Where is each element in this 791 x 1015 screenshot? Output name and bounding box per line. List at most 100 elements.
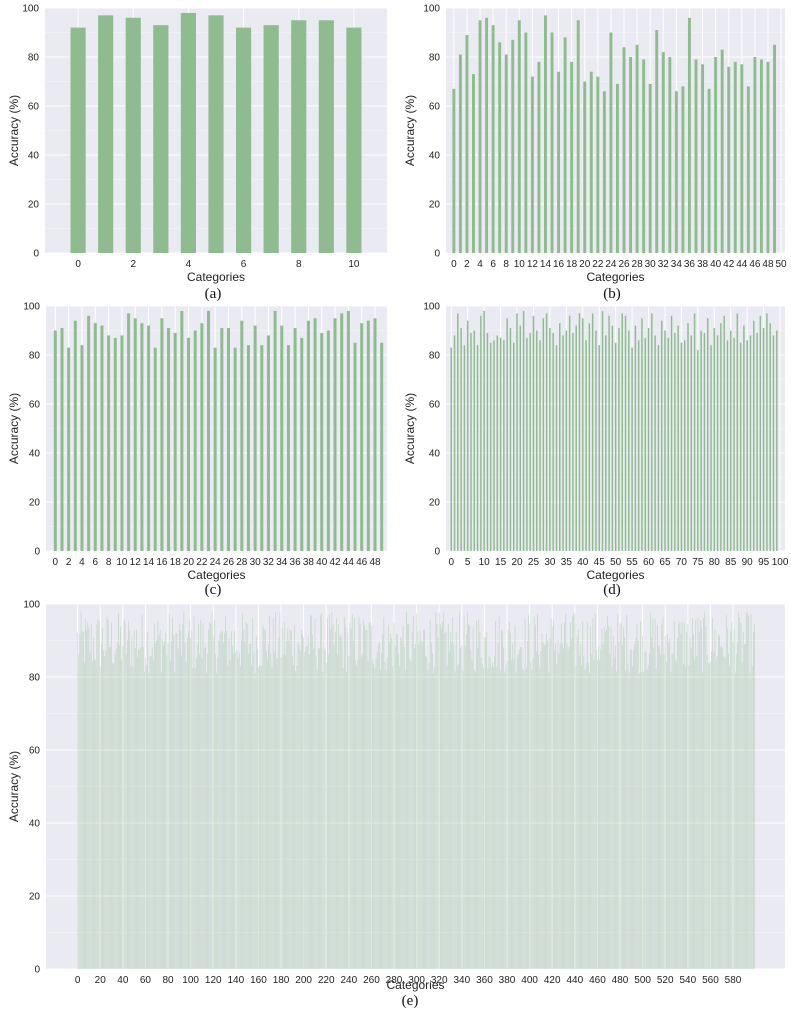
bar	[211, 611, 213, 969]
bar	[573, 613, 575, 969]
bar	[486, 632, 488, 969]
bar	[608, 315, 610, 551]
bar	[746, 86, 750, 254]
bar	[107, 619, 109, 969]
bar	[233, 653, 234, 969]
bar	[180, 12, 197, 254]
bar	[329, 614, 330, 969]
bar	[690, 335, 693, 551]
x-tick-label: 18	[170, 557, 182, 568]
bar	[527, 640, 528, 969]
bar	[237, 658, 239, 969]
bar	[520, 647, 521, 969]
y-tick-label: 20	[28, 200, 40, 211]
bar	[569, 622, 571, 969]
chart-panel: 0 20 40 60 80 100 0 20 40 60 80 100 120 140 160 180 200 2…	[7, 600, 785, 1009]
x-tick-label: 24	[605, 259, 617, 270]
bar	[478, 20, 482, 253]
bar	[79, 634, 81, 969]
bar	[643, 671, 645, 969]
bar	[668, 642, 669, 969]
bar	[449, 651, 450, 969]
bar	[319, 648, 320, 969]
bar	[749, 672, 751, 969]
bar	[428, 663, 430, 969]
y-tick-label: 40	[429, 151, 441, 162]
bar	[740, 64, 744, 253]
bar	[762, 328, 765, 551]
y-axis-label: Accuracy (%)	[7, 393, 21, 464]
bar	[625, 670, 627, 969]
bar	[674, 332, 676, 551]
bar	[272, 618, 274, 969]
bar	[716, 335, 719, 551]
bar	[746, 340, 748, 551]
bar	[351, 614, 353, 969]
bar	[595, 330, 597, 551]
bar	[736, 313, 739, 551]
x-tick-label: 48	[762, 259, 774, 270]
bar	[558, 653, 560, 969]
bar	[308, 653, 310, 969]
y-tick-label: 60	[29, 746, 41, 757]
bar	[729, 666, 730, 969]
bar	[253, 651, 255, 969]
bar	[741, 662, 743, 969]
bar	[714, 629, 716, 969]
bar	[703, 332, 706, 551]
bar	[85, 618, 86, 969]
x-tick-label: 28	[632, 259, 644, 270]
bar	[574, 613, 576, 969]
bar	[496, 666, 498, 969]
bar	[577, 629, 579, 969]
bar	[594, 613, 596, 969]
bar	[113, 663, 115, 969]
bar	[572, 332, 574, 551]
bar	[523, 670, 525, 969]
bar	[340, 313, 344, 551]
bar	[645, 652, 647, 969]
y-tick-label: 40	[429, 449, 441, 460]
bar	[172, 617, 173, 969]
bar	[467, 612, 468, 969]
bar	[488, 656, 490, 969]
bar	[360, 323, 364, 551]
bar	[512, 643, 514, 969]
bar	[437, 636, 439, 969]
bar	[530, 76, 534, 253]
bar	[409, 658, 411, 969]
bar	[498, 42, 502, 253]
bar	[773, 44, 777, 253]
bar	[225, 616, 227, 969]
bar	[207, 653, 208, 969]
x-tick-label: 26	[223, 557, 235, 568]
panel-caption: (d)	[603, 582, 621, 598]
bar	[607, 615, 608, 969]
x-tick-label: 15	[495, 557, 507, 568]
bar	[491, 25, 495, 254]
bar	[345, 627, 346, 969]
bar	[80, 345, 84, 551]
bar	[583, 656, 585, 969]
bar	[140, 323, 144, 551]
bar	[199, 654, 201, 969]
x-tick-label: 200	[295, 975, 312, 986]
bar	[173, 635, 175, 969]
bar	[338, 624, 340, 969]
x-tick-label: 120	[205, 975, 222, 986]
bar	[548, 671, 550, 969]
bar	[113, 337, 117, 551]
x-tick-label: 65	[659, 557, 671, 568]
bar	[536, 330, 538, 551]
bar	[291, 656, 293, 969]
bar	[133, 630, 135, 969]
bar	[532, 315, 535, 551]
bar	[524, 32, 528, 253]
bar	[589, 71, 593, 253]
bar	[197, 645, 198, 969]
bar	[372, 659, 373, 969]
bar	[243, 629, 245, 969]
bar	[491, 662, 493, 969]
bar	[221, 631, 223, 969]
